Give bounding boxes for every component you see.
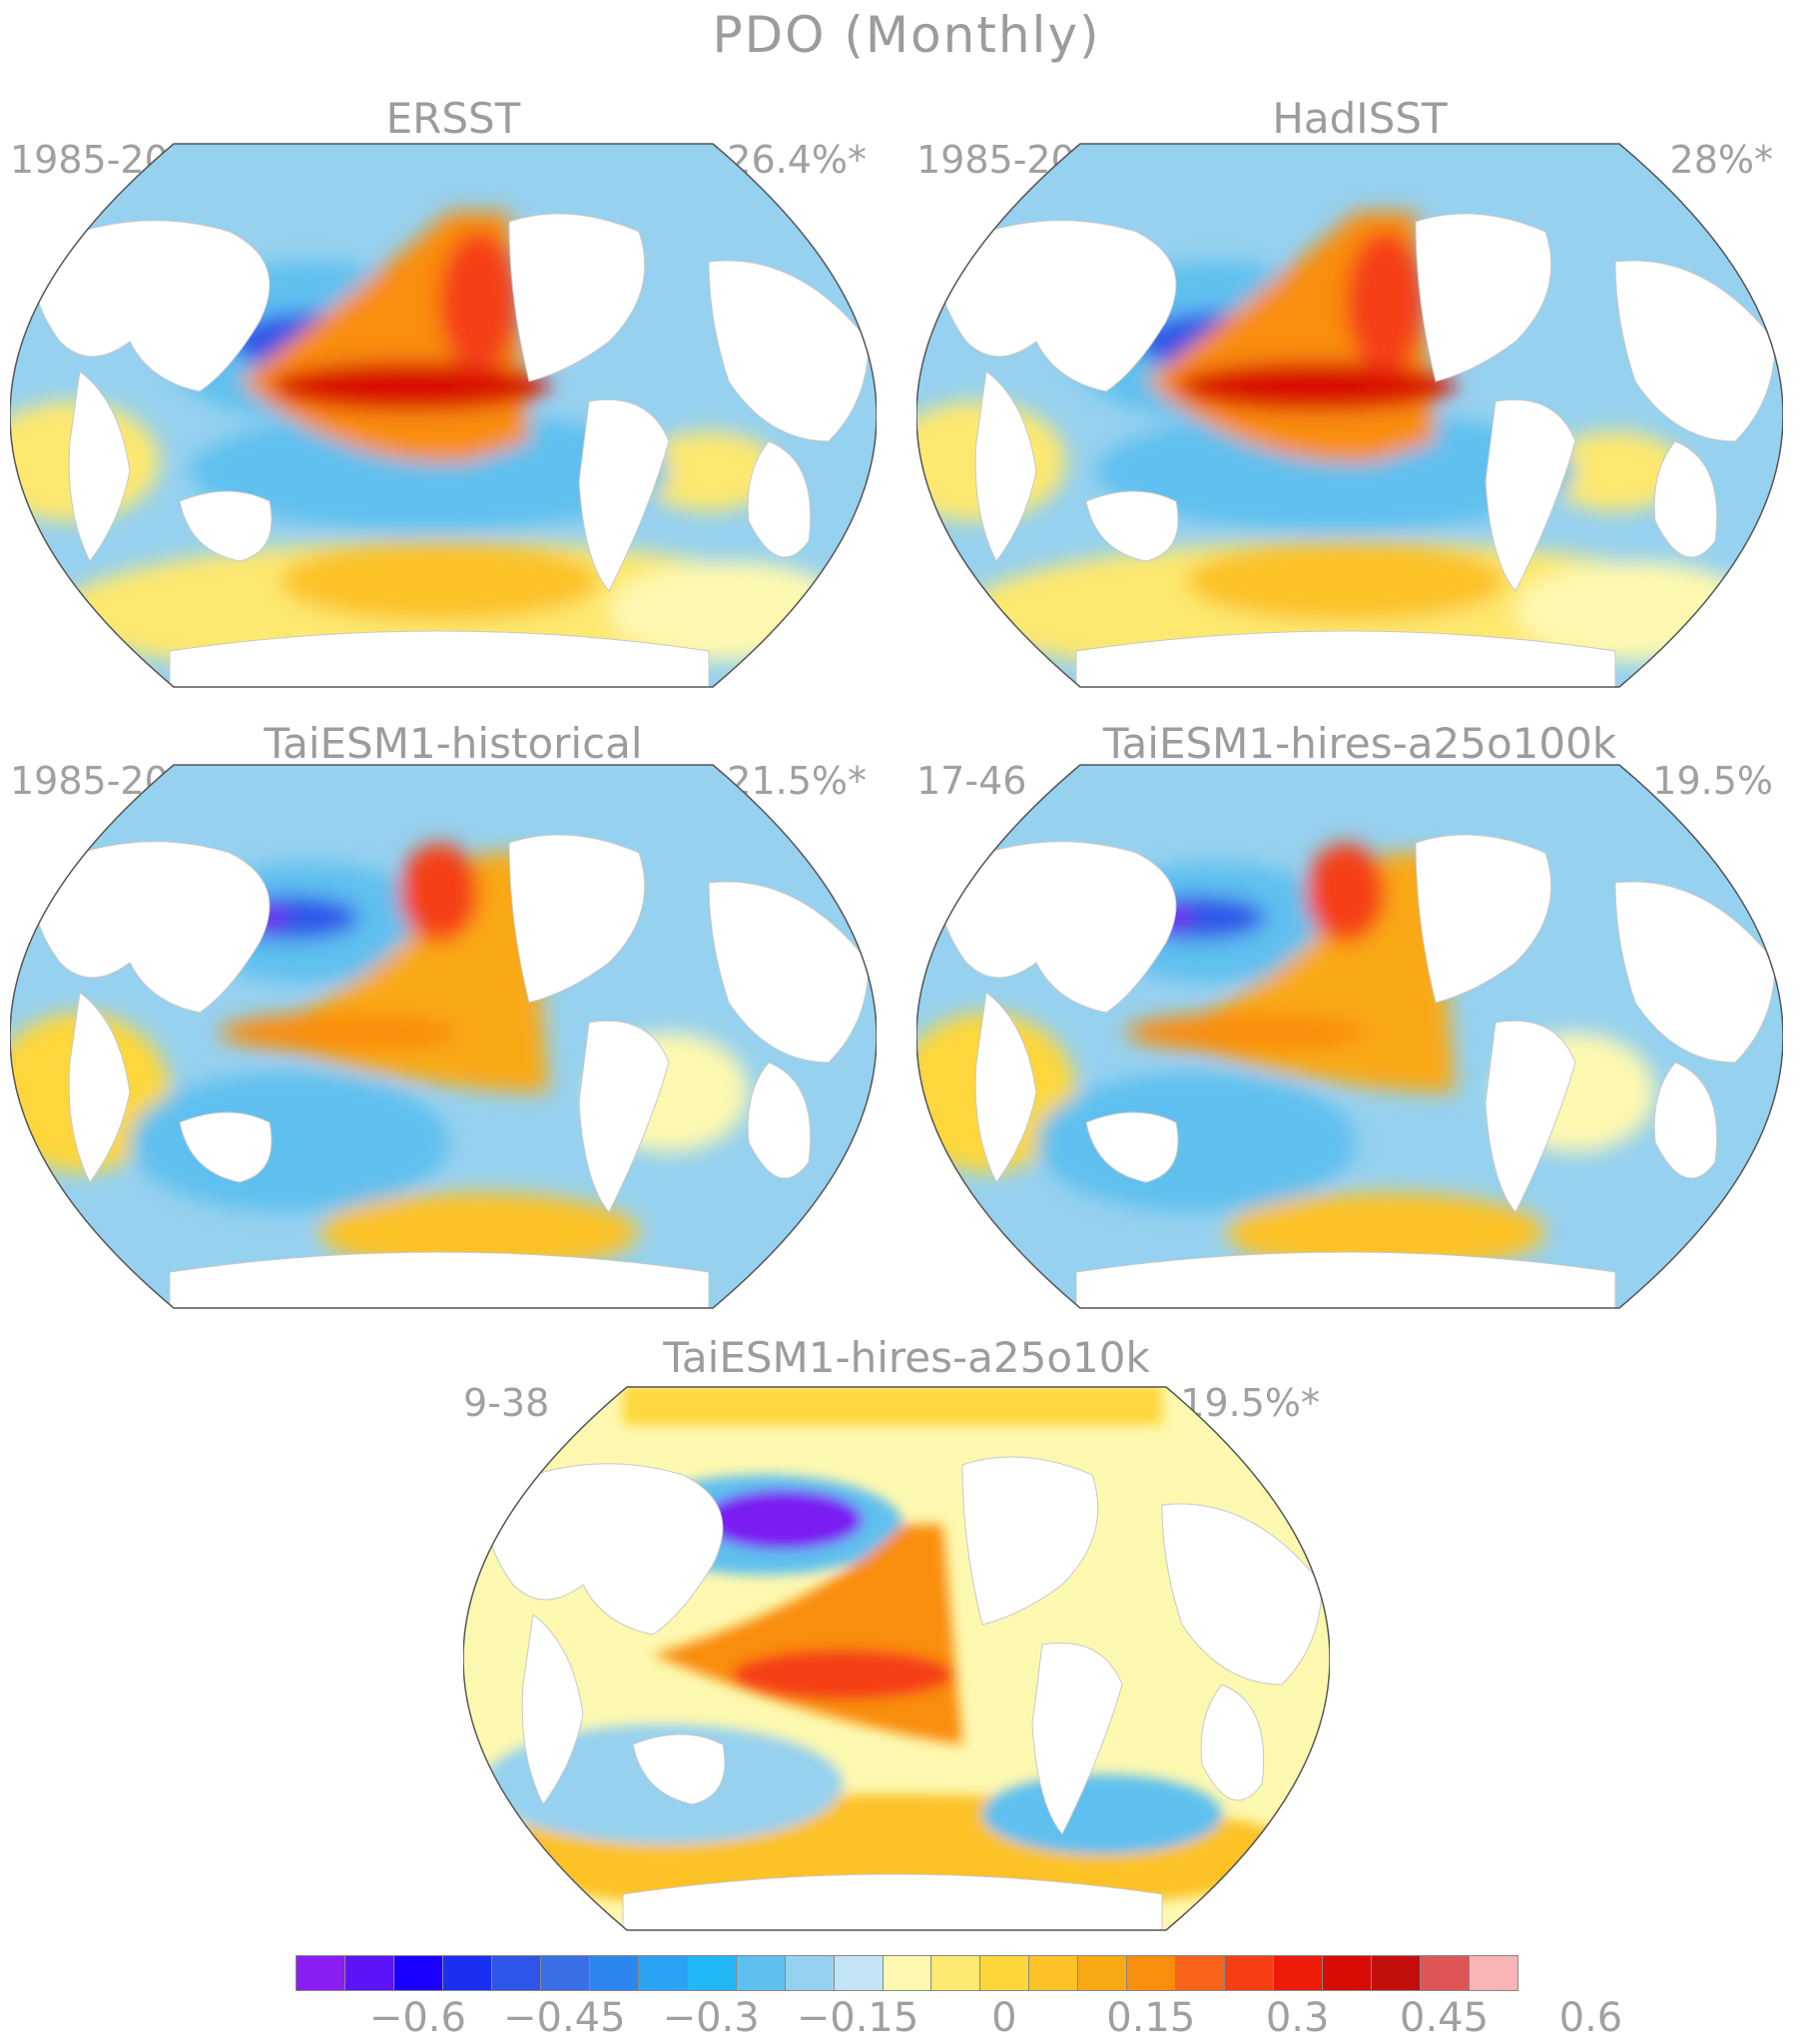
panel-title: TaiESM1-hires-a25o100k bbox=[1102, 719, 1617, 768]
colorbar-swatch bbox=[930, 1955, 981, 1991]
colorbar-swatch bbox=[296, 1955, 345, 1991]
panel-period: 9-38 bbox=[463, 1381, 550, 1425]
colorbar-swatch bbox=[979, 1955, 1030, 1991]
colorbar-swatch bbox=[1273, 1955, 1324, 1991]
colorbar bbox=[296, 1955, 1518, 1991]
colorbar-label: −0.45 bbox=[502, 1995, 626, 2041]
map-hadisst bbox=[916, 143, 1783, 688]
colorbar-swatch bbox=[882, 1955, 932, 1991]
colorbar-swatch bbox=[1077, 1955, 1128, 1991]
colorbar-swatch bbox=[343, 1955, 394, 1991]
colorbar-swatch bbox=[1469, 1955, 1518, 1991]
panel-title: TaiESM1-historical bbox=[264, 719, 643, 768]
colorbar-label: −0.3 bbox=[662, 1995, 760, 2041]
panel-title: HadISST bbox=[1272, 94, 1448, 143]
colorbar-label: 0.45 bbox=[1400, 1995, 1490, 2041]
panel-variance: 19.5% bbox=[1652, 759, 1773, 803]
colorbar-label: 0 bbox=[991, 1995, 1017, 2041]
colorbar-swatch bbox=[1322, 1955, 1373, 1991]
colorbar-swatch bbox=[392, 1955, 443, 1991]
colorbar-label: 0.15 bbox=[1106, 1995, 1196, 2041]
colorbar-swatch bbox=[588, 1955, 639, 1991]
colorbar-label: −0.15 bbox=[796, 1995, 919, 2041]
panel-variance: 28%* bbox=[1669, 138, 1773, 182]
panel-taiesm1-historical: TaiESM1-historical 1985-2014 21.5%* bbox=[0, 699, 906, 1318]
colorbar-swatch bbox=[1126, 1955, 1177, 1991]
panel-title: TaiESM1-hires-a25o10k bbox=[663, 1333, 1150, 1382]
colorbar-swatch bbox=[539, 1955, 590, 1991]
panel-variance: 26.4%* bbox=[727, 138, 867, 182]
panel-ersst: ERSST 1985-2014 26.4%* bbox=[0, 0, 906, 699]
panel-taiesm1-hires-a25o10k: TaiESM1-hires-a25o10k 9-38 19.5%* bbox=[453, 1323, 1360, 1942]
panel-period: 17-46 bbox=[916, 759, 1027, 803]
colorbar-swatch bbox=[833, 1955, 884, 1991]
panel-hadisst: HadISST 1985-2014 28%* bbox=[906, 0, 1813, 699]
panel-variance: 21.5%* bbox=[727, 759, 867, 803]
panel-variance: 19.5%* bbox=[1180, 1381, 1320, 1425]
colorbar-label: 0.6 bbox=[1558, 1995, 1623, 2041]
map-taiesm1-historical bbox=[10, 764, 877, 1309]
colorbar-labels: −0.6 −0.45 −0.3 −0.15 0 0.15 0.3 0.45 0.6 bbox=[296, 1991, 1622, 2041]
colorbar-swatch bbox=[686, 1955, 737, 1991]
colorbar-swatch bbox=[637, 1955, 688, 1991]
map-taiesm1-hires-a25o100k bbox=[916, 764, 1783, 1309]
colorbar-label: 0.3 bbox=[1265, 1995, 1330, 2041]
map-taiesm1-hires-a25o10k bbox=[463, 1386, 1330, 1931]
colorbar-swatch bbox=[735, 1955, 786, 1991]
colorbar-swatch bbox=[784, 1955, 835, 1991]
colorbar-swatch bbox=[1371, 1955, 1422, 1991]
map-ersst bbox=[10, 143, 877, 688]
colorbar-swatch bbox=[441, 1955, 492, 1991]
panel-title: ERSST bbox=[385, 94, 521, 143]
panel-taiesm1-hires-a25o100k: TaiESM1-hires-a25o100k 17-46 19.5% bbox=[906, 699, 1813, 1318]
colorbar-swatch bbox=[490, 1955, 541, 1991]
colorbar-label: −0.6 bbox=[368, 1995, 466, 2041]
colorbar-swatch bbox=[1175, 1955, 1226, 1991]
figure-title: PDO (Monthly) bbox=[712, 6, 1101, 64]
colorbar-swatch bbox=[1224, 1955, 1275, 1991]
colorbar-swatch bbox=[1420, 1955, 1471, 1991]
colorbar-swatch bbox=[1028, 1955, 1079, 1991]
